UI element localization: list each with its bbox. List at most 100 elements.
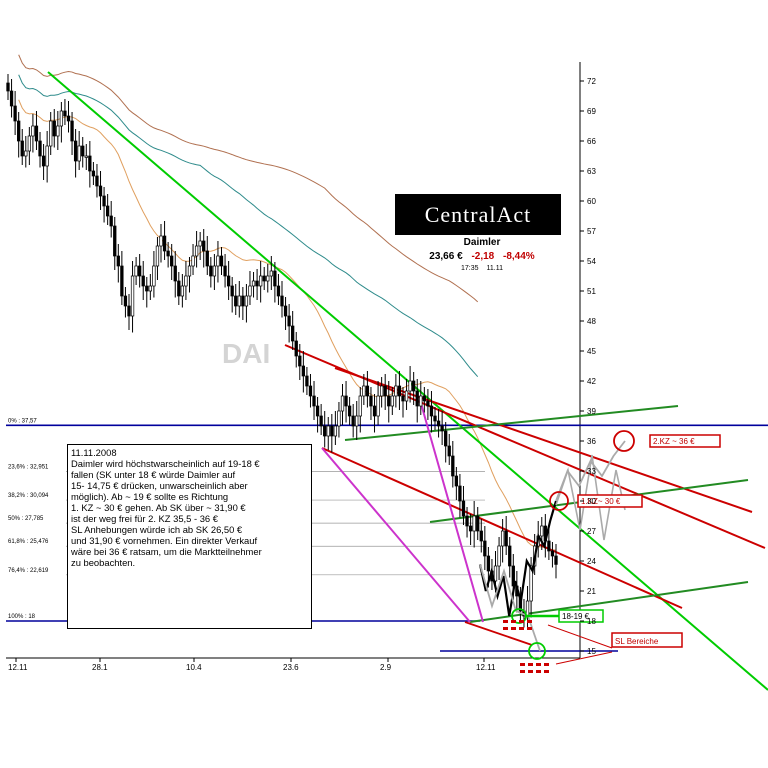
sl-dash (544, 663, 549, 666)
candle-body (276, 285, 281, 297)
fib-level-label: 0% : 37,57 (8, 418, 37, 424)
note-line: und 31,90 € vornehmen. Ein direkter Verk… (71, 535, 258, 546)
candle-body (219, 255, 224, 267)
candle-body (383, 385, 387, 397)
y-tick-label: 42 (587, 377, 596, 386)
quote-price: 23,66 € (429, 251, 463, 262)
sl-dash (527, 620, 532, 623)
quote-date: 11.11 (486, 265, 503, 272)
candle-body (6, 82, 10, 92)
candle-body (59, 110, 64, 127)
candle-body (17, 120, 21, 142)
note-line: möglich). Ab ~ 19 € sollte es Richtung (71, 491, 229, 502)
candle-body (205, 250, 209, 267)
candle-body (483, 540, 487, 557)
candle-body (130, 275, 135, 317)
sl-label-box (611, 632, 683, 648)
candle-body (226, 275, 231, 287)
sl-dash (528, 670, 533, 673)
candle-body (73, 140, 78, 162)
sl-dash (544, 670, 549, 673)
candle-body (63, 110, 67, 117)
candle-body (223, 265, 227, 277)
moving-average-mid (18, 74, 479, 378)
candle-body (344, 395, 348, 407)
candle-body (262, 275, 266, 282)
target-2-circle (613, 430, 635, 452)
candle-body (34, 125, 39, 142)
candle-body (330, 425, 334, 437)
candle-body (283, 305, 288, 317)
candle-body (397, 385, 402, 397)
x-tick-label: 28.1 (92, 663, 108, 672)
y-tick-label: 57 (587, 227, 596, 236)
candle-body (159, 235, 163, 247)
candle-body (20, 140, 24, 157)
candle-body (56, 125, 60, 137)
quote-name: Daimler (463, 237, 501, 248)
buy-zone-label: 18-19 € (562, 612, 590, 621)
candle-body (550, 550, 555, 557)
note-line: zu beobachten. (71, 557, 136, 568)
candle-body (152, 265, 156, 287)
candle-body (323, 425, 327, 437)
note-line: 1. KZ ~ 30 € gehen. Ab SK über ~ 31,90 € (71, 502, 246, 513)
candle-body (379, 385, 384, 397)
candle-body (194, 245, 199, 257)
projection-path-1 (478, 500, 558, 617)
candle-body (337, 410, 341, 427)
y-tick-label: 63 (587, 167, 596, 176)
y-tick-label: 30 (587, 497, 596, 506)
candle-body (408, 380, 412, 392)
candle-body (273, 270, 277, 287)
fib-level-label: 23,6% : 32,951 (8, 464, 49, 470)
candle-body (458, 485, 462, 502)
candle-body (241, 295, 245, 307)
candle-body (70, 120, 74, 142)
candle-body (141, 275, 145, 287)
watermark-text: DAI (222, 338, 271, 369)
candle-body (234, 295, 238, 307)
candle-body (269, 270, 273, 277)
buy-zone-label-box (558, 609, 604, 623)
candle-body (13, 105, 17, 122)
quote-change-pct: -8,44% (503, 251, 535, 262)
candle-body (255, 280, 259, 287)
sl-dash (519, 627, 524, 630)
y-tick-label: 27 (587, 527, 596, 536)
sl-pointer-upper (547, 624, 613, 649)
candle-body (120, 265, 124, 297)
candle-body (170, 255, 174, 267)
candle-body (308, 385, 313, 397)
moving-averages (18, 54, 557, 551)
magenta-wedge-lower (321, 447, 471, 623)
candle-body (148, 285, 152, 292)
candle-body (212, 265, 217, 277)
candle-body (315, 405, 320, 417)
candle-body (326, 425, 330, 437)
sl-dash (520, 670, 525, 673)
note-line: 15- 14,75 € drücken, unwarscheinlich abe… (71, 480, 248, 491)
note-line: SL Anhebungen würde ich ab SK 26,50 € (71, 524, 243, 535)
candle-body (415, 390, 419, 407)
candle-body (77, 145, 81, 162)
candle-body (38, 140, 42, 157)
x-tick-label: 10.4 (186, 663, 202, 672)
candle-body (230, 285, 234, 297)
quote-change-abs: -2,18 (471, 251, 495, 262)
candle-body (162, 235, 167, 252)
y-tick-label: 51 (587, 287, 596, 296)
x-tick-label: 23.6 (283, 663, 299, 672)
candle-body (301, 365, 306, 377)
red-target-line (464, 621, 533, 646)
moving-average-long (18, 54, 479, 303)
y-axis-ticks: 72 69 66 63 60 57 54 51 48 45 42 39 36 33 30 27 24 21 18 15 (580, 77, 596, 656)
candle-body (95, 175, 99, 187)
candle-body (500, 530, 505, 547)
candle-body (84, 155, 88, 158)
candle-body (173, 265, 177, 282)
candle-body (419, 395, 423, 407)
candle-body (191, 255, 195, 267)
target-2-label: 2.KZ ~ 36 € (653, 437, 695, 446)
